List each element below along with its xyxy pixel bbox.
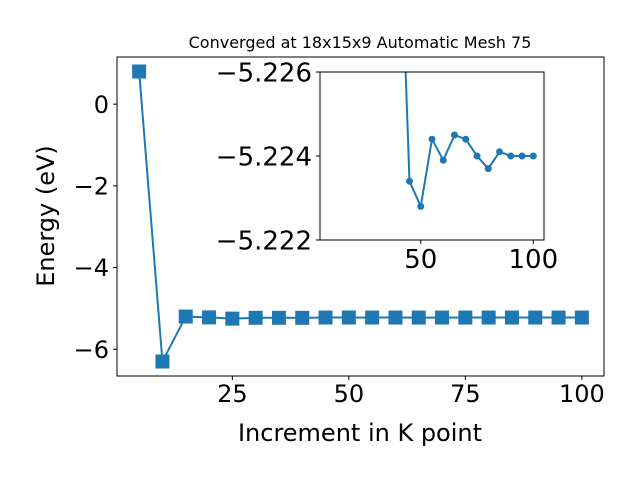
x-tick-label: 100 xyxy=(559,380,605,408)
plot-frame xyxy=(116,56,605,377)
data-point xyxy=(411,310,426,325)
x-tick-label: 25 xyxy=(217,380,248,408)
x-tick-label: 100 xyxy=(508,245,558,275)
data-point xyxy=(388,310,403,325)
data-point xyxy=(155,354,170,369)
data-point xyxy=(528,310,543,325)
y-tick-label: −6 xyxy=(74,336,109,364)
data-point xyxy=(496,148,504,156)
data-point xyxy=(504,310,519,325)
y-tick-label: −2 xyxy=(74,173,109,201)
data-point xyxy=(462,135,470,143)
x-tick-label: 50 xyxy=(334,380,365,408)
data-point xyxy=(341,310,356,325)
y-tick-label: −4 xyxy=(74,254,109,282)
plot-area xyxy=(320,72,544,240)
chart-title: Converged at 18x15x9 Automatic Mesh 75 xyxy=(189,33,532,52)
y-tick-label: −5.226 xyxy=(216,58,312,88)
data-point xyxy=(132,64,147,79)
data-point xyxy=(529,152,537,160)
y-tick-label: −5.222 xyxy=(216,226,312,256)
data-point xyxy=(417,202,425,210)
data-point xyxy=(551,310,566,325)
y-axis-label: Energy (eV) xyxy=(32,145,60,287)
plot-content xyxy=(132,64,589,369)
data-point xyxy=(574,310,589,325)
data-point xyxy=(295,310,310,325)
data-point xyxy=(271,310,286,325)
data-point xyxy=(225,311,240,326)
data-point xyxy=(484,165,492,173)
data-point xyxy=(405,177,413,185)
plot-content xyxy=(404,72,537,210)
x-tick-label: 50 xyxy=(404,245,437,275)
data-point xyxy=(202,310,217,325)
data-point xyxy=(458,310,473,325)
data-point xyxy=(248,310,263,325)
data-point xyxy=(473,152,481,160)
y-tick-label: −5.224 xyxy=(216,142,312,172)
data-point xyxy=(318,310,333,325)
data-point xyxy=(428,135,436,143)
y-tick-label: 0 xyxy=(94,91,109,119)
data-point xyxy=(518,152,526,160)
data-point xyxy=(451,131,459,139)
data-point xyxy=(481,310,496,325)
data-point xyxy=(439,156,447,164)
data-point xyxy=(435,310,450,325)
data-point xyxy=(178,309,193,324)
data-point xyxy=(365,310,380,325)
x-axis-label: Increment in K point xyxy=(238,419,482,447)
x-tick-label: 75 xyxy=(450,380,481,408)
data-point xyxy=(507,152,515,160)
